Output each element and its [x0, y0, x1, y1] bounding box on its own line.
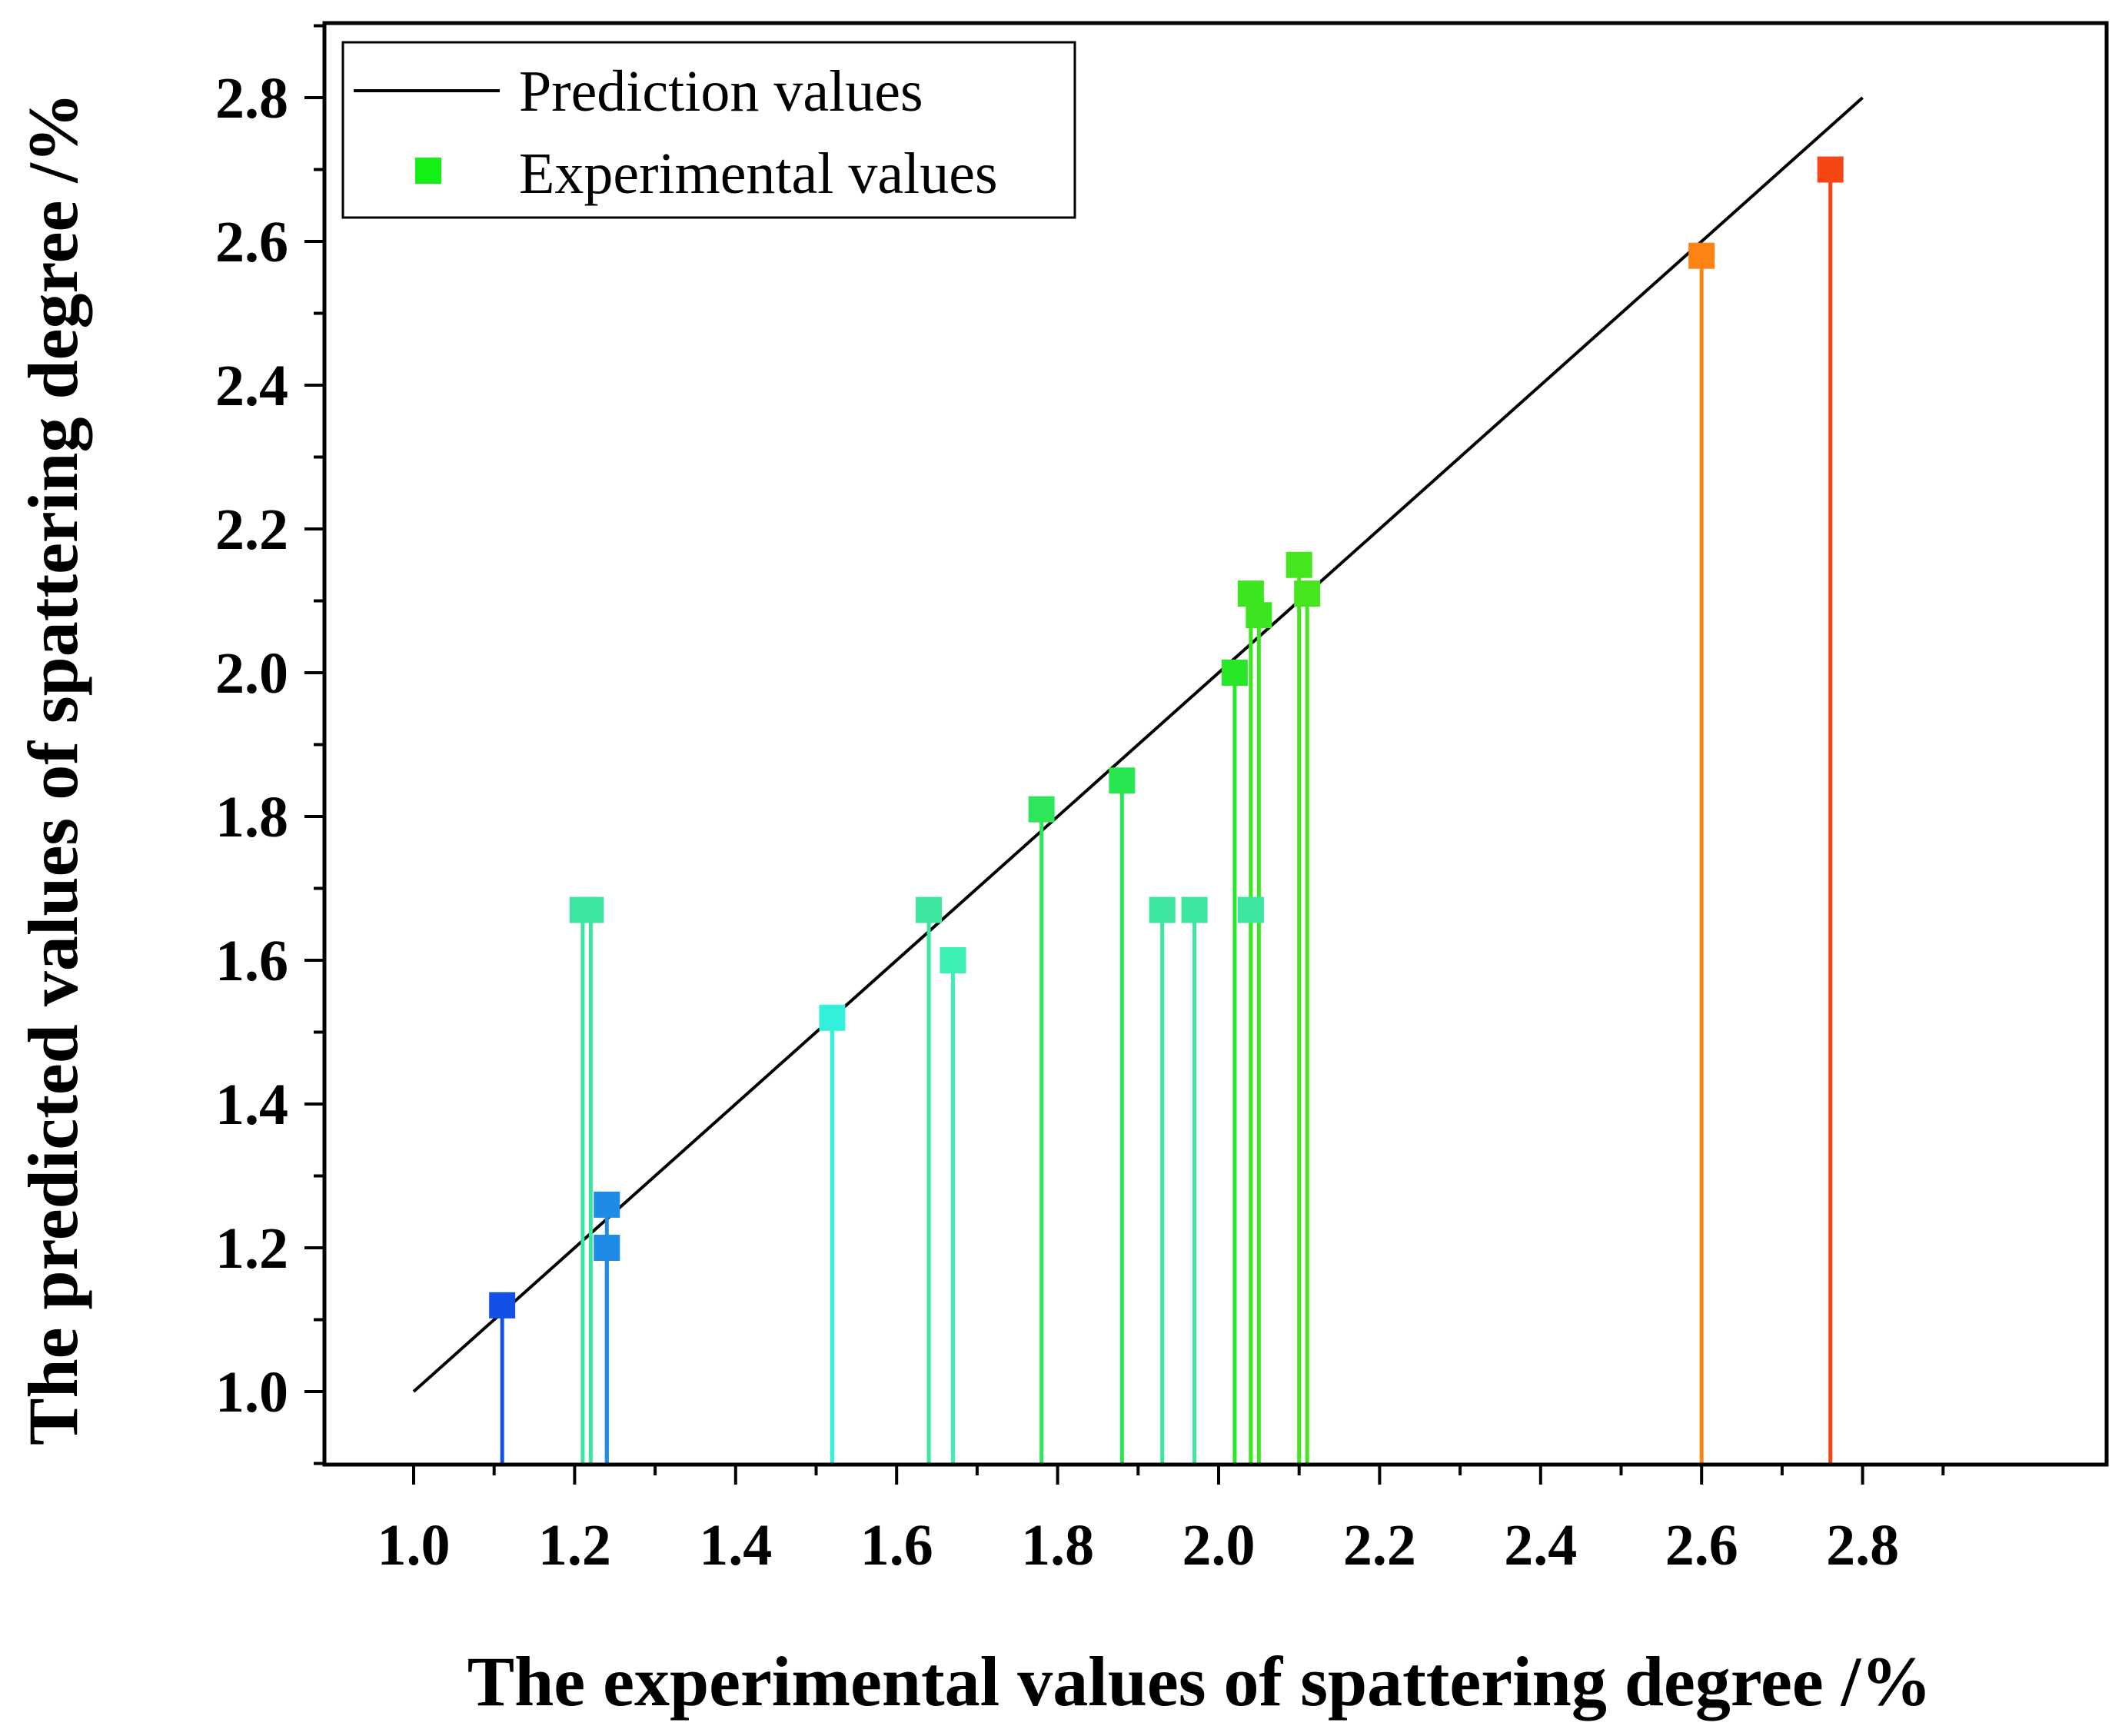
data-point	[916, 896, 943, 923]
x-tick-labels: 1.0 1.2 1.4 1.6 1.8 2.0 2.2 2.4 2.6 2.8	[378, 1513, 1900, 1578]
y-tick-label: 2.2	[215, 497, 288, 562]
data-point	[940, 947, 966, 973]
plot-frame	[322, 21, 2109, 1467]
x-tick-label: 1.0	[378, 1513, 451, 1578]
y-tick-label: 2.0	[215, 641, 288, 706]
x-tick-label: 1.4	[699, 1513, 772, 1578]
data-point	[1688, 242, 1715, 269]
data-point	[1246, 602, 1272, 629]
legend: Prediction values Experimental values	[341, 41, 1076, 219]
data-point	[1181, 896, 1208, 923]
x-tick-label: 2.8	[1826, 1513, 1899, 1578]
y-tick-label: 1.4	[215, 1073, 288, 1137]
legend-marker-label: Experimental values	[519, 141, 998, 206]
data-point	[489, 1292, 516, 1319]
y-tick-label: 2.4	[215, 354, 288, 418]
data-point	[577, 896, 604, 923]
prediction-line	[412, 96, 1864, 1393]
x-tick-label: 2.6	[1665, 1513, 1738, 1578]
data-point	[594, 1235, 620, 1261]
legend-line-label: Prediction values	[519, 59, 923, 124]
y-tick-label: 1.8	[215, 785, 288, 850]
legend-box	[341, 41, 1076, 219]
x-axis-title: The experimental values of spattering de…	[467, 1642, 1931, 1721]
x-tick-label: 1.2	[538, 1513, 611, 1578]
y-tick-labels: 1.0 1.2 1.4 1.6 1.8 2.0 2.2 2.4 2.6 2.8	[215, 66, 288, 1425]
y-tick-label: 1.2	[215, 1216, 288, 1281]
data-point	[1817, 156, 1844, 183]
x-tick-label: 2.4	[1504, 1513, 1577, 1578]
data-point	[1286, 551, 1312, 578]
point-stems	[500, 169, 1833, 1465]
data-point	[819, 1004, 846, 1031]
x-tick-label: 1.6	[860, 1513, 933, 1578]
y-tick-label: 1.0	[215, 1360, 288, 1425]
data-points	[489, 156, 1844, 1319]
data-point	[1109, 767, 1136, 794]
data-point	[1149, 896, 1176, 923]
data-point	[1028, 796, 1055, 823]
y-axis-title: The predicted values of spattering degre…	[14, 92, 92, 1445]
x-tick-label: 2.0	[1182, 1513, 1256, 1578]
data-point	[1221, 660, 1248, 686]
x-tick-label: 1.8	[1021, 1513, 1094, 1578]
data-point	[594, 1191, 620, 1218]
data-point	[1294, 580, 1321, 607]
y-tick-label: 1.6	[215, 929, 288, 993]
legend-marker-swatch	[415, 158, 441, 184]
x-tick-label: 2.2	[1343, 1513, 1416, 1578]
data-point	[1237, 896, 1264, 923]
y-tick-label: 2.6	[215, 210, 288, 274]
y-tick-label: 2.8	[215, 66, 288, 131]
